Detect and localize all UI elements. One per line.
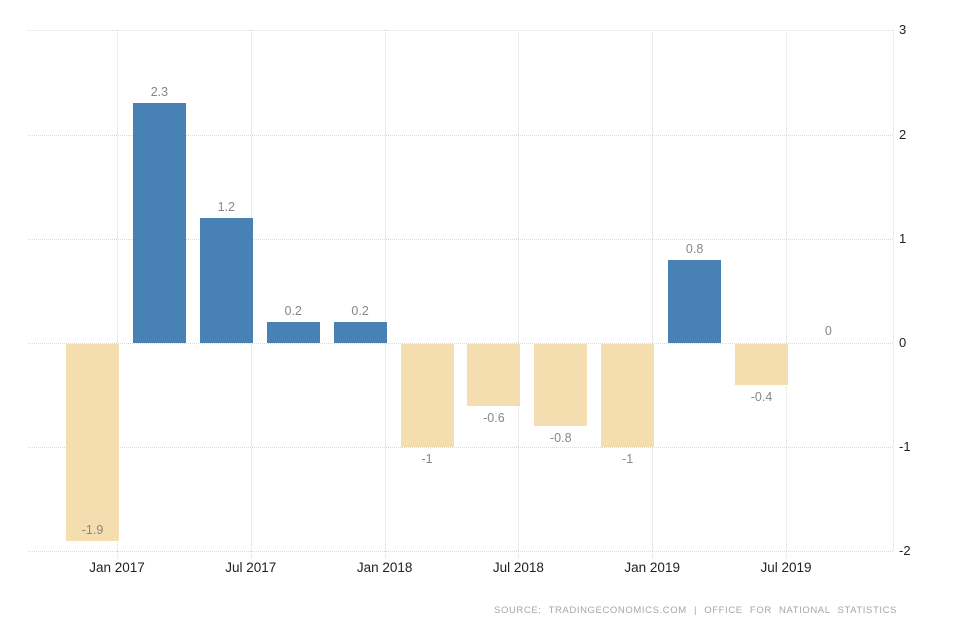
bar-value-label: 2.3 [150, 85, 169, 100]
x-axis-tick [518, 551, 520, 559]
x-axis-tick [786, 551, 787, 559]
v-gridline [786, 30, 787, 552]
bar [333, 322, 387, 343]
bar-value-label: -0.4 [750, 389, 773, 404]
h-gridline [28, 238, 893, 240]
bar-value-label: 0.8 [685, 241, 704, 256]
y-axis-tick-label: 3 [899, 22, 907, 38]
y-axis-tick-label: 1 [899, 230, 907, 246]
x-axis-tick-label: Jan 2019 [624, 560, 680, 575]
bar-value-label: -0.6 [483, 410, 505, 425]
x-axis-tick-label: Jan 2018 [356, 560, 413, 575]
bar [132, 103, 186, 343]
bar [266, 322, 320, 343]
bar-value-label: -1 [622, 452, 634, 467]
y-axis-tick-label: -1 [899, 439, 911, 455]
bar-value-label: -1.9 [81, 522, 104, 537]
x-axis-tick-label: Jul 2018 [492, 560, 544, 575]
bar [601, 344, 655, 448]
bar [66, 344, 119, 541]
bar [534, 344, 588, 427]
v-gridline [117, 30, 118, 552]
bar-value-label: -1 [421, 452, 433, 467]
bar [668, 259, 722, 343]
x-axis-tick-label: Jul 2017 [225, 560, 277, 575]
source-attribution: SOURCE: TRADINGECONOMICS.COM | OFFICE FO… [494, 605, 897, 616]
h-gridline [28, 447, 893, 449]
v-gridline [384, 30, 386, 552]
bar-value-label: 1.2 [217, 199, 235, 214]
x-axis-tick-label: Jul 2019 [760, 560, 812, 575]
bar [199, 217, 253, 343]
bar [735, 344, 788, 385]
v-gridline [652, 30, 654, 552]
x-axis-tick [250, 551, 252, 559]
v-gridline [518, 30, 520, 552]
bar [400, 344, 454, 448]
h-gridline [28, 30, 893, 32]
x-axis-tick [652, 551, 654, 559]
y-axis-tick-label: -2 [899, 543, 911, 559]
h-gridline [28, 343, 893, 344]
x-axis-tick [384, 551, 386, 559]
plot-right-border [893, 30, 894, 552]
bar-value-label: 0.2 [284, 304, 302, 319]
x-axis-tick-label: Jan 2017 [89, 560, 145, 575]
bar-value-label: 0 [824, 324, 832, 338]
h-gridline [28, 134, 893, 136]
bar-value-label: -0.8 [550, 431, 572, 446]
bar-value-label: 0.2 [351, 304, 369, 319]
y-axis-tick-label: 2 [899, 126, 907, 142]
y-axis-tick-label: 0 [899, 335, 907, 350]
h-gridline [28, 551, 893, 553]
x-axis-tick [117, 551, 118, 559]
bar [467, 344, 521, 406]
